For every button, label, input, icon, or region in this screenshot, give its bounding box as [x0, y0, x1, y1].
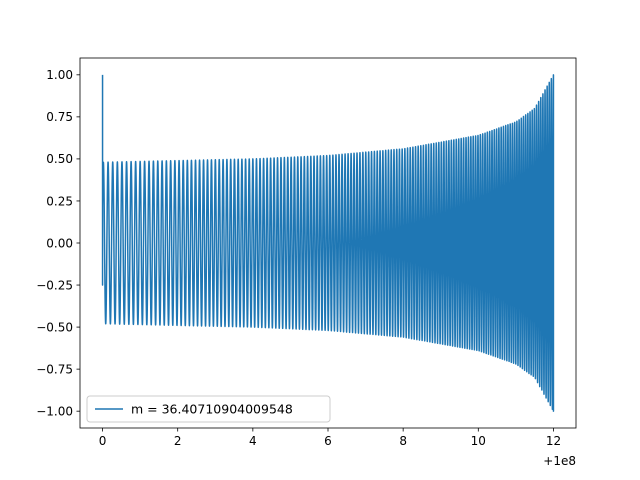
series-layer — [101, 74, 555, 412]
legend-label: m = 36.40710904009548 — [131, 402, 293, 417]
legend-box — [86, 395, 331, 423]
series-line — [101, 74, 555, 412]
y-tick-label: 0.25 — [46, 194, 73, 208]
y-tick-label: −0.50 — [36, 320, 73, 334]
y-axis: 1.00 0.75 0.50 0.25 0.00 −0.25 −0.50 −0.75 −1.00 — [36, 68, 80, 418]
y-tick-label: 0.50 — [46, 152, 73, 166]
legend: m = 36.40710904009548 — [86, 395, 331, 423]
x-tick-label: 10 — [471, 434, 486, 448]
x-tick-label: 0 — [99, 434, 107, 448]
x-axis: 0 2 4 6 8 10 12 — [99, 428, 561, 448]
x-tick-label: 6 — [324, 434, 332, 448]
y-tick-label: −0.75 — [36, 362, 73, 376]
y-tick-label: 0.75 — [46, 110, 73, 124]
x-offset-label: +1e8 — [543, 454, 576, 468]
x-tick-label: 2 — [174, 434, 182, 448]
y-tick-label: 0.00 — [46, 236, 73, 250]
y-tick-label: −1.00 — [36, 404, 73, 418]
y-tick-label: 1.00 — [46, 68, 73, 82]
x-tick-label: 4 — [249, 434, 257, 448]
x-tick-label: 8 — [399, 434, 407, 448]
y-tick-label: −0.25 — [36, 278, 73, 292]
x-tick-label: 12 — [546, 434, 561, 448]
